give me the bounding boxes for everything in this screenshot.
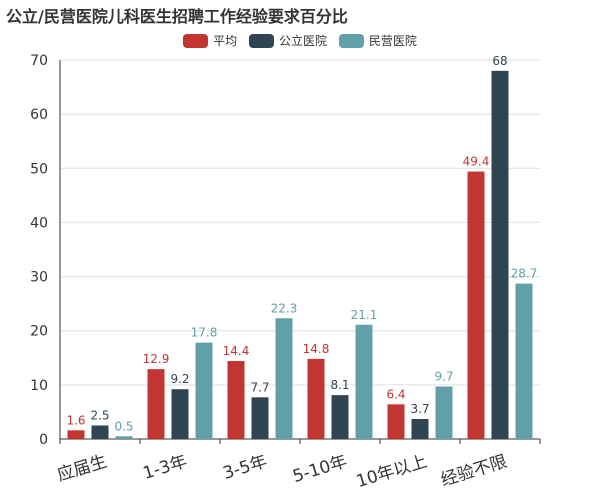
data-label: 68 bbox=[492, 54, 507, 68]
data-label: 8.1 bbox=[330, 378, 349, 392]
data-label: 6.4 bbox=[386, 387, 405, 401]
legend-item-private[interactable]: 民营医院 bbox=[338, 32, 417, 49]
y-tick-label: 10 bbox=[30, 378, 48, 394]
bar[interactable] bbox=[91, 425, 109, 439]
legend-swatch-private bbox=[338, 33, 364, 48]
legend-label-private: 民营医院 bbox=[368, 34, 417, 48]
data-label: 22.3 bbox=[271, 301, 298, 315]
x-tick-label: 3-5年 bbox=[221, 452, 270, 484]
data-label: 9.7 bbox=[434, 369, 453, 383]
bar[interactable] bbox=[275, 318, 293, 439]
data-label: 0.5 bbox=[114, 419, 133, 433]
bar[interactable] bbox=[355, 324, 373, 439]
bar[interactable] bbox=[435, 386, 453, 439]
bar[interactable] bbox=[387, 404, 405, 439]
data-label: 3.7 bbox=[410, 402, 429, 416]
bar[interactable] bbox=[251, 397, 269, 439]
bar[interactable] bbox=[195, 342, 213, 439]
legend-swatch-average bbox=[183, 33, 209, 48]
bar[interactable] bbox=[491, 70, 509, 439]
bar[interactable] bbox=[411, 418, 429, 439]
data-label: 49.4 bbox=[463, 155, 490, 169]
bar[interactable] bbox=[331, 395, 349, 439]
data-label: 28.7 bbox=[511, 267, 538, 281]
data-label: 2.5 bbox=[90, 408, 109, 422]
data-label: 17.8 bbox=[191, 326, 218, 340]
bar[interactable] bbox=[467, 171, 485, 439]
y-tick-label: 30 bbox=[30, 270, 48, 286]
data-label: 14.4 bbox=[223, 344, 250, 358]
bar[interactable] bbox=[115, 436, 133, 439]
legend-item-average[interactable]: 平均 bbox=[183, 32, 237, 49]
y-tick-label: 60 bbox=[30, 107, 48, 123]
x-tick-label: 应届生 bbox=[55, 452, 110, 486]
legend-item-public[interactable]: 公立医院 bbox=[248, 32, 327, 49]
y-tick-label: 70 bbox=[30, 53, 48, 69]
bar[interactable] bbox=[307, 358, 325, 439]
legend-swatch-public bbox=[248, 33, 274, 48]
data-label: 7.7 bbox=[250, 380, 269, 394]
legend-label-public: 公立医院 bbox=[278, 34, 327, 48]
bar[interactable] bbox=[67, 430, 85, 439]
data-label: 14.8 bbox=[303, 342, 330, 356]
bar[interactable] bbox=[171, 389, 189, 439]
x-tick-label: 1-3年 bbox=[141, 452, 190, 484]
bar[interactable] bbox=[147, 369, 165, 439]
x-tick-label: 10年以上 bbox=[354, 452, 429, 492]
data-label: 9.2 bbox=[170, 372, 189, 386]
legend-label-average: 平均 bbox=[213, 34, 238, 48]
legend: 平均 公立医院 民营医院 bbox=[0, 32, 600, 49]
y-tick-label: 40 bbox=[30, 215, 48, 231]
y-tick-label: 0 bbox=[39, 432, 48, 448]
chart-title: 公立/民营医院儿科医生招聘工作经验要求百分比 bbox=[6, 7, 348, 26]
data-label: 12.9 bbox=[143, 352, 170, 366]
x-tick-label: 经验不限 bbox=[439, 452, 510, 491]
data-label: 1.6 bbox=[66, 413, 85, 427]
bar[interactable] bbox=[227, 361, 245, 439]
data-label: 21.1 bbox=[351, 308, 378, 322]
bar[interactable] bbox=[515, 283, 533, 439]
y-tick-label: 50 bbox=[30, 161, 48, 177]
x-tick-label: 5-10年 bbox=[290, 452, 349, 487]
y-tick-label: 20 bbox=[30, 324, 48, 340]
